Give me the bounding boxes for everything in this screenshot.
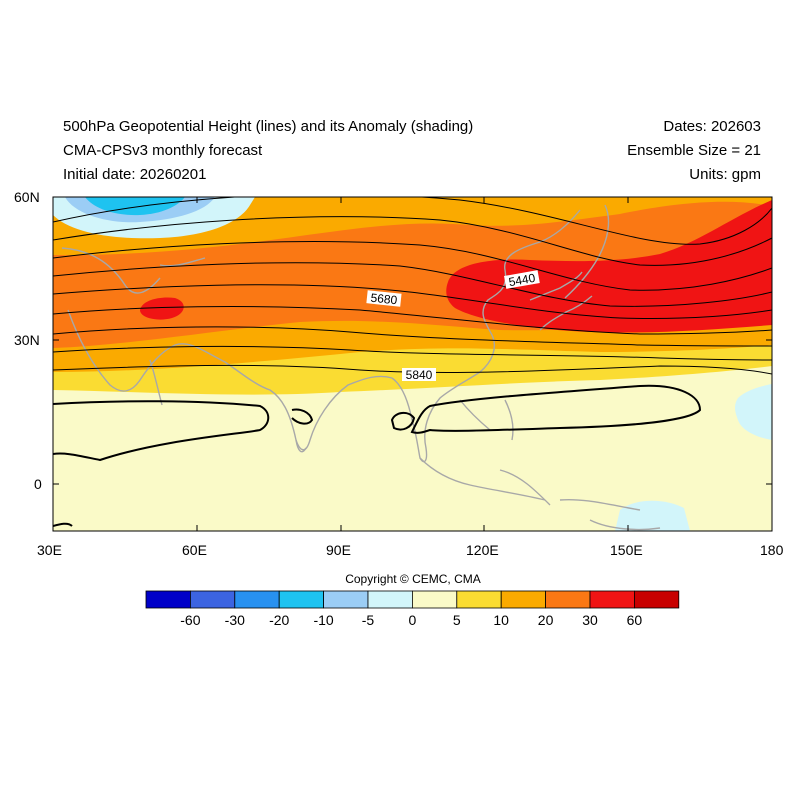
anomaly-shading-negative-east <box>735 384 772 440</box>
lon-label-150e: 150E <box>610 542 643 558</box>
forecast-dates: Dates: 202603 <box>663 118 761 135</box>
contour-labels: 5440 5680 5840 <box>366 270 540 382</box>
high-pressure-contours <box>53 384 702 527</box>
colorbar-swatch <box>545 590 591 609</box>
colorbar-swatch <box>145 590 191 609</box>
contour-label-5440: 5440 <box>508 271 537 289</box>
lon-label-120e: 120E <box>466 542 499 558</box>
colorbar-label: 20 <box>537 612 554 628</box>
ensemble-size: Ensemble Size = 21 <box>627 142 761 159</box>
colorbar-label: 5 <box>452 612 461 628</box>
lon-label-30e: 30E <box>37 542 62 558</box>
colorbar-label: 0 <box>408 612 417 628</box>
anomaly-shading-60-west <box>140 297 184 320</box>
colorbar-swatch <box>278 590 325 609</box>
anomaly-shading-60 <box>446 200 772 333</box>
initial-date: Initial date: 20260201 <box>63 166 207 183</box>
contour-label-5840: 5840 <box>406 368 433 382</box>
colorbar-swatch <box>500 590 547 609</box>
lat-label-60n: 60N <box>14 189 40 205</box>
colorbar-swatch <box>189 590 236 609</box>
colorbar-swatch <box>634 590 680 609</box>
colorbar-swatch <box>456 590 502 609</box>
colorbar-label: 10 <box>493 612 509 628</box>
colorbar-label: 30 <box>582 612 598 628</box>
colorbar-label: -20 <box>269 612 290 628</box>
units-label: Units: gpm <box>689 166 761 183</box>
lon-label-90e: 90E <box>326 542 351 558</box>
colorbar-label: -60 <box>180 612 201 628</box>
copyright-notice: Copyright © CEMC, CMA <box>345 572 481 586</box>
axis-ticks <box>52 196 773 531</box>
map-plot-area <box>53 197 772 531</box>
model-name: CMA-CPSv3 monthly forecast <box>63 142 263 159</box>
colorbar-label: -5 <box>361 612 375 628</box>
height-contours <box>53 197 772 375</box>
colorbar-swatch <box>589 590 635 609</box>
colorbar-swatch <box>234 590 280 609</box>
colorbar <box>145 590 680 609</box>
lon-label-60e: 60E <box>182 542 207 558</box>
colorbar-swatch <box>323 590 369 609</box>
lon-label-180: 180 <box>760 542 784 558</box>
colorbar-label: -10 <box>313 612 334 628</box>
colorbar-swatch <box>367 590 413 609</box>
contour-label-5680: 5680 <box>370 291 398 308</box>
map-title: 500hPa Geopotential Height (lines) and i… <box>63 118 474 135</box>
lat-label-30n: 30N <box>14 332 40 348</box>
colorbar-label: 60 <box>626 612 643 628</box>
map-frame <box>52 196 773 532</box>
lat-label-equator: 0 <box>34 476 42 492</box>
colorbar-swatch <box>411 590 458 609</box>
colorbar-label: -30 <box>224 612 245 628</box>
